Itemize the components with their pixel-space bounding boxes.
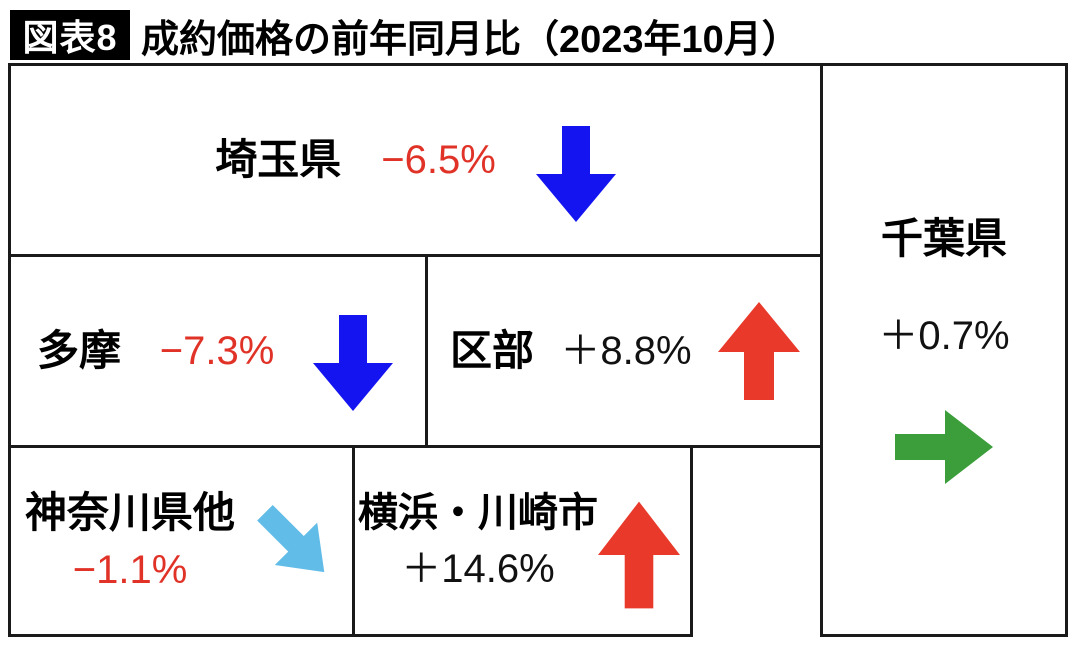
region-label-saitama: 埼玉県: [215, 135, 342, 183]
region-label-yokohama: 横浜・川崎市: [358, 491, 598, 535]
right-arrow-icon: [895, 410, 993, 485]
region-label-kanagawa: 神奈川県他: [25, 488, 236, 536]
region-box-chiba: 千葉県 ＋0.7%: [820, 63, 1068, 637]
region-box-yokohama: 横浜・川崎市 ＋14.6%: [352, 445, 693, 637]
up-arrow-icon: [598, 501, 680, 609]
region-text-kanagawa: 神奈川県他 −1.1%: [25, 488, 236, 593]
region-box-saitama: 埼玉県 −6.5%: [8, 63, 823, 257]
up-arrow-icon: [718, 302, 800, 400]
region-label-chiba: 千葉県: [880, 214, 1007, 262]
region-label-tama: 多摩: [37, 326, 122, 374]
region-text-yokohama: 横浜・川崎市 ＋14.6%: [358, 491, 598, 591]
region-value-chiba: ＋0.7%: [878, 314, 1010, 359]
region-value-kanagawa: −1.1%: [72, 548, 188, 593]
region-box-tama: 多摩 −7.3%: [8, 254, 428, 448]
figure-title: 成約価格の前年同月比（2023年10月）: [141, 18, 800, 61]
region-box-kubu: 区部 ＋8.8%: [425, 254, 823, 448]
region-value-saitama: −6.5%: [381, 138, 496, 182]
region-value-tama: −7.3%: [159, 329, 275, 373]
region-value-kubu: ＋8.8%: [560, 329, 692, 373]
region-label-kubu: 区部: [450, 326, 535, 374]
region-box-kanagawa: 神奈川県他 −1.1%: [8, 445, 355, 637]
figure-badge: 図表8: [10, 10, 130, 60]
down-arrow-icon: [535, 126, 616, 222]
down-right-arrow-icon: [257, 504, 325, 573]
region-value-yokohama: ＋14.6%: [401, 547, 555, 591]
down-arrow-icon: [312, 315, 393, 411]
